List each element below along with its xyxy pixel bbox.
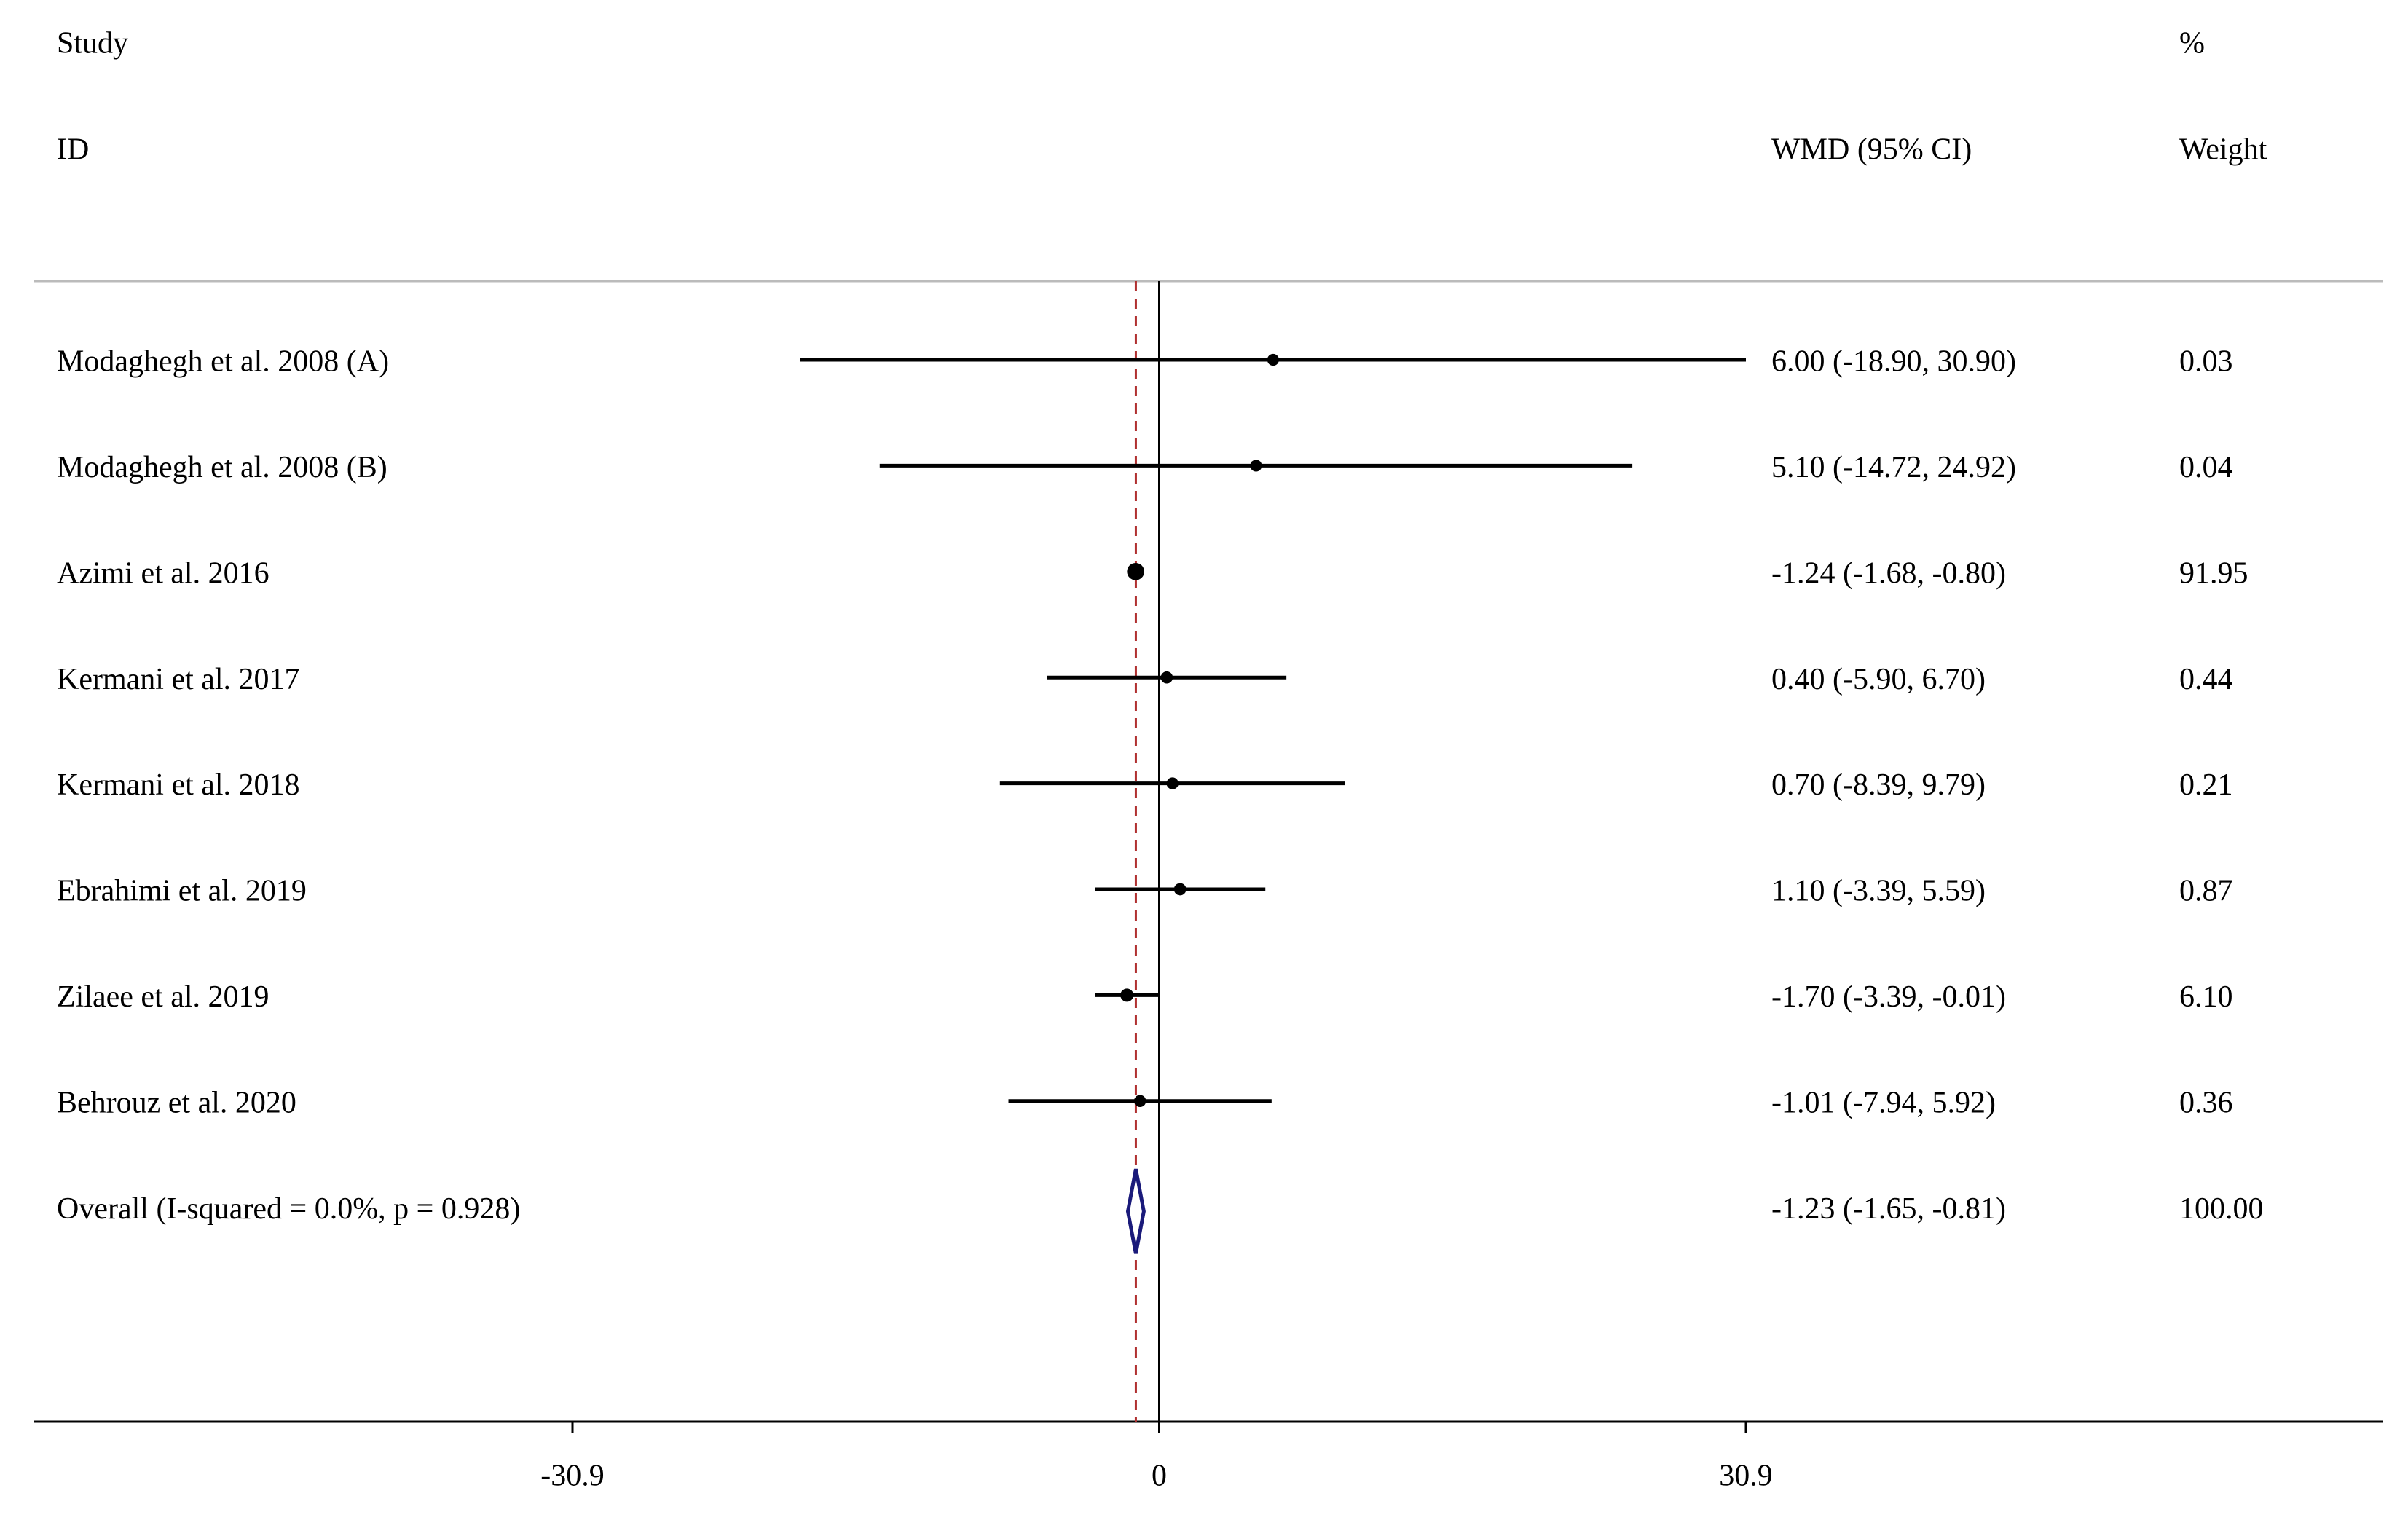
point-estimate (1133, 1095, 1146, 1108)
point-estimate (1160, 671, 1173, 684)
study-label: Ebrahimi et al. 2019 (57, 875, 307, 908)
effect-label: -1.01 (-7.94, 5.92) (1771, 1086, 1996, 1119)
effect-label: 5.10 (-14.72, 24.92) (1771, 451, 2016, 484)
effect-label: 0.40 (-5.90, 6.70) (1771, 663, 1986, 696)
point-estimate (1173, 883, 1187, 896)
study-label: Kermani et al. 2018 (57, 768, 300, 802)
weight-label: 0.44 (2179, 663, 2233, 696)
study-label: Zilaee et al. 2019 (57, 980, 269, 1014)
overall-effect-label: -1.23 (-1.65, -0.81) (1771, 1192, 2006, 1226)
effect-label: 0.70 (-8.39, 9.79) (1771, 768, 1986, 802)
x-tick-label: -30.9 (540, 1460, 605, 1493)
point-estimate (1250, 460, 1262, 472)
weight-label: 0.03 (2179, 345, 2233, 379)
header-id: ID (57, 133, 89, 167)
effect-label: 1.10 (-3.39, 5.59) (1771, 875, 1986, 908)
header-effect: WMD (95% CI) (1771, 133, 1972, 167)
header-percent: % (2179, 27, 2205, 60)
point-estimate (1127, 562, 1145, 580)
header-weight: Weight (2179, 133, 2267, 167)
point-estimate (1267, 353, 1279, 366)
x-tick-label: 0 (1152, 1460, 1167, 1493)
study-label: Modaghegh et al. 2008 (B) (57, 451, 387, 484)
overall-label: Overall (I-squared = 0.0%, p = 0.928) (57, 1192, 520, 1226)
weight-label: 0.21 (2179, 768, 2233, 802)
header-study: Study (57, 27, 128, 60)
effect-label: 6.00 (-18.90, 30.90) (1771, 345, 2016, 379)
study-label: Kermani et al. 2017 (57, 663, 300, 696)
weight-label: 0.04 (2179, 451, 2233, 484)
weight-label: 0.87 (2179, 875, 2233, 908)
weight-label: 91.95 (2179, 556, 2248, 590)
overall-weight-label: 100.00 (2179, 1192, 2264, 1226)
weight-label: 0.36 (2179, 1086, 2233, 1119)
x-tick-label: 30.9 (1719, 1460, 1773, 1493)
study-label: Azimi et al. 2016 (57, 556, 269, 590)
point-estimate (1166, 777, 1179, 789)
point-estimate (1120, 988, 1134, 1002)
effect-label: -1.24 (-1.68, -0.80) (1771, 556, 2006, 590)
study-label: Behrouz et al. 2020 (57, 1086, 296, 1119)
overall-diamond (1125, 1168, 1146, 1254)
effect-label: -1.70 (-3.39, -0.01) (1771, 980, 2006, 1014)
weight-label: 6.10 (2179, 980, 2233, 1014)
study-label: Modaghegh et al. 2008 (A) (57, 345, 389, 379)
